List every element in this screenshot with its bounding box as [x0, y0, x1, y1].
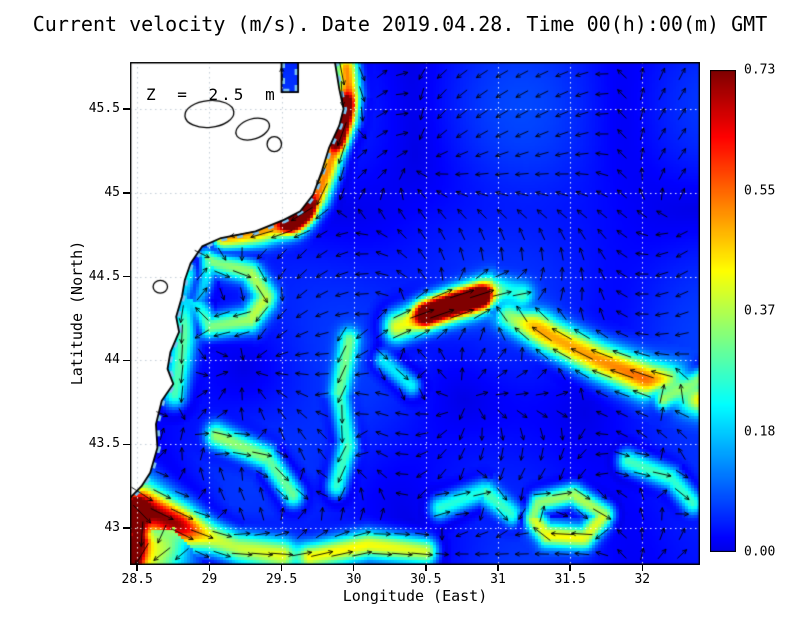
colorbar-tick-label: 0.18	[744, 424, 776, 439]
x-axis-tick	[280, 565, 283, 571]
y-axis-tick	[123, 527, 130, 529]
x-tick-label: 30.5	[410, 572, 442, 587]
x-tick-label: 28.5	[121, 572, 153, 587]
x-tick-label: 31	[490, 572, 506, 587]
y-tick-label: 43.5	[88, 436, 120, 452]
x-axis-tick	[136, 565, 138, 571]
y-tick-label: 44	[104, 352, 120, 368]
x-tick-label: 31.5	[554, 572, 586, 587]
colorbar-tick-label: 0.37	[744, 303, 776, 319]
colorbar-tick-label: 0.00	[744, 544, 776, 560]
x-tick-label: 29.5	[265, 572, 298, 587]
colorbar-tick-label: 0.73	[744, 62, 776, 78]
y-tick-label: 44.5	[88, 268, 120, 284]
x-tick-label: 32	[634, 572, 651, 587]
depth-annotation: Z = 2.5 m	[146, 85, 278, 104]
y-tick-label: 45.5	[88, 100, 120, 116]
x-axis-tick	[497, 565, 499, 571]
x-axis-tick	[352, 565, 355, 571]
x-axis-tick	[208, 565, 211, 571]
y-axis-tick	[123, 108, 130, 110]
x-tick-label: 29	[201, 572, 218, 587]
y-axis-tick	[123, 192, 130, 194]
x-axis-label: Longitude (East)	[342, 587, 488, 605]
colorbar-tick-label: 0.55	[744, 183, 776, 198]
y-tick-label: 43	[104, 520, 120, 536]
x-tick-label: 30	[345, 572, 362, 587]
y-tick-label: 45	[104, 184, 120, 200]
plot-title: Current velocity (m/s). Date 2019.04.28.…	[32, 12, 768, 36]
colorbar	[710, 70, 736, 552]
y-axis-tick	[123, 443, 130, 446]
y-axis-tick	[123, 275, 130, 278]
x-axis-tick	[569, 565, 571, 571]
x-axis-tick	[641, 565, 644, 571]
velocity-map-canvas	[130, 62, 700, 565]
y-axis-tick	[123, 359, 130, 362]
x-axis-tick	[425, 565, 427, 571]
